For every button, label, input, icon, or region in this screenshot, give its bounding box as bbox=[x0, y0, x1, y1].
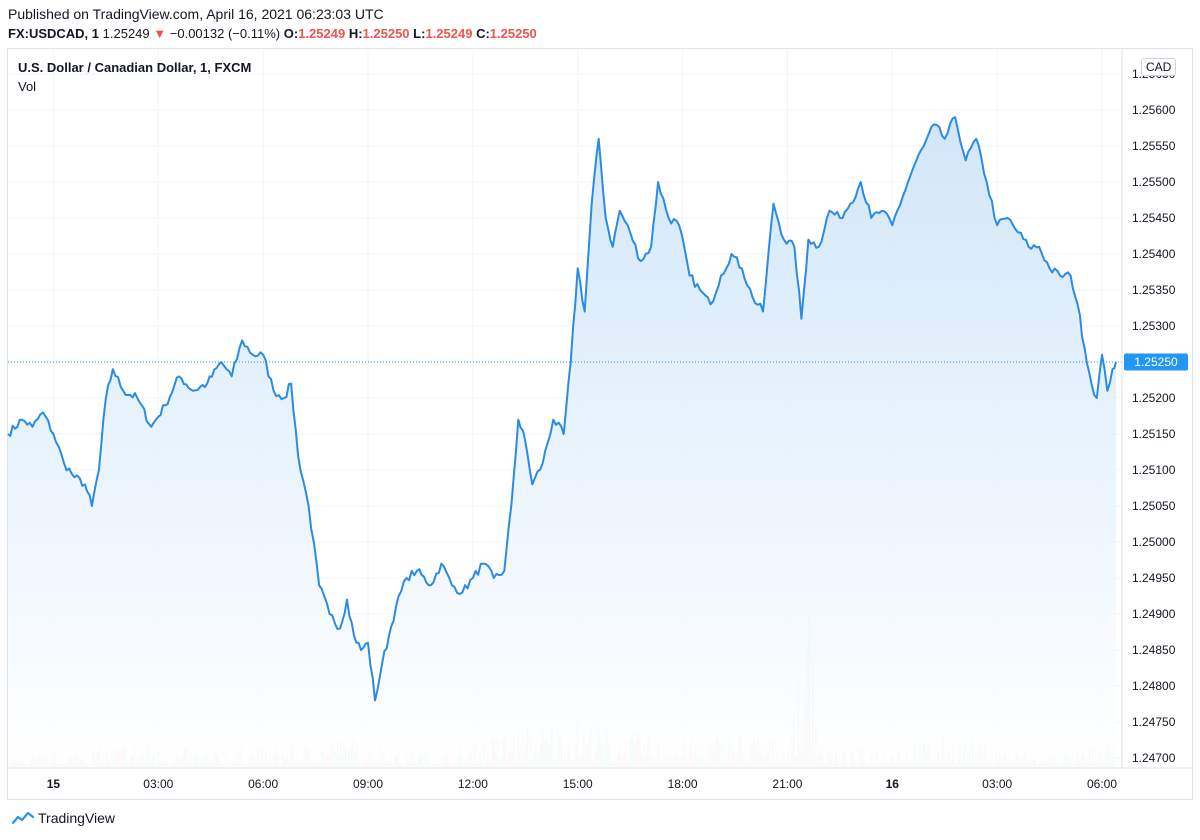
last-price-box bbox=[1124, 353, 1188, 371]
legend-title: U.S. Dollar / Canadian Dollar, 1, FXCM bbox=[18, 60, 252, 75]
published-caption: Published on TradingView.com, April 16, … bbox=[8, 6, 384, 22]
price-tick-label: 1.24950 bbox=[1132, 571, 1176, 585]
chart-legend: U.S. Dollar / Canadian Dollar, 1, FXCM V… bbox=[18, 60, 251, 94]
low-label: L: bbox=[413, 26, 426, 41]
last-price-marker: 1.25250 bbox=[1124, 353, 1188, 371]
price-change: −0.00132 (−0.11%) bbox=[169, 26, 281, 41]
time-tick-label: 16 bbox=[886, 777, 900, 791]
price-tick-label: 1.25100 bbox=[1132, 463, 1176, 477]
time-tick-label: 09:00 bbox=[353, 777, 383, 791]
price-tick-label: 1.25400 bbox=[1132, 247, 1176, 261]
low-value: 1.25249 bbox=[425, 26, 473, 41]
legend-volume: Vol bbox=[18, 79, 37, 94]
time-tick-label: 06:00 bbox=[1087, 777, 1117, 791]
ohlc-summary: FX:USDCAD, 1 1.25249 ▼ −0.00132 (−0.11%)… bbox=[8, 26, 537, 41]
last-price: 1.25249 bbox=[102, 26, 150, 41]
price-tick-label: 1.25050 bbox=[1132, 499, 1176, 513]
price-tick-label: 1.25600 bbox=[1132, 103, 1176, 117]
open-value: 1.25249 bbox=[298, 26, 346, 41]
time-tick-label: 15:00 bbox=[563, 777, 593, 791]
time-tick-label: 18:00 bbox=[668, 777, 698, 791]
price-tick-label: 1.25450 bbox=[1132, 211, 1176, 225]
price-tick-label: 1.24700 bbox=[1132, 751, 1176, 765]
time-tick-label: 15 bbox=[47, 777, 61, 791]
last-price-label: 1.25250 bbox=[1134, 355, 1178, 369]
chart-frame bbox=[7, 48, 1193, 800]
time-tick-label: 06:00 bbox=[248, 777, 278, 791]
price-tick-label: 1.24750 bbox=[1132, 715, 1176, 729]
time-tick-label: 12:00 bbox=[458, 777, 488, 791]
time-axis[interactable]: 15 03:00 06:00 09:00 12:00 15:00 18:00 21:00 16 0… bbox=[47, 777, 1118, 791]
price-tick-label: 1.25550 bbox=[1132, 139, 1176, 153]
tradingview-logo-icon bbox=[12, 811, 34, 825]
price-tick-label: 1.24900 bbox=[1132, 607, 1176, 621]
price-line bbox=[7, 116, 1117, 702]
price-area-fill bbox=[8, 117, 1116, 767]
time-tick-label: 03:00 bbox=[143, 777, 173, 791]
price-tick-label: 1.25500 bbox=[1132, 175, 1176, 189]
symbol-label: FX:USDCAD, 1 bbox=[8, 26, 100, 41]
currency-badge[interactable]: CAD bbox=[1141, 58, 1177, 76]
close-value: 1.25250 bbox=[489, 26, 537, 41]
price-tick-label: 1.24850 bbox=[1132, 643, 1176, 657]
price-tick-label: 1.25000 bbox=[1132, 535, 1176, 549]
down-arrow-icon: ▼ bbox=[153, 26, 167, 41]
close-label: C: bbox=[476, 26, 490, 41]
price-tick-label: 1.25300 bbox=[1132, 319, 1176, 333]
brand-label: TradingView bbox=[38, 810, 116, 826]
price-tick-label: 1.24800 bbox=[1132, 679, 1176, 693]
time-tick-label: 03:00 bbox=[982, 777, 1012, 791]
time-tick-label: 21:00 bbox=[772, 777, 802, 791]
price-axis[interactable]: 1.256501.256001.255501.255001.254501.254… bbox=[1132, 67, 1176, 765]
price-tick-label: 1.25350 bbox=[1132, 283, 1176, 297]
tradingview-brand[interactable]: TradingView bbox=[12, 810, 115, 826]
price-tick-label: 1.25150 bbox=[1132, 427, 1176, 441]
high-label: H: bbox=[348, 26, 363, 41]
price-tick-label: 1.25200 bbox=[1132, 391, 1176, 405]
open-label: O: bbox=[283, 26, 299, 41]
high-value: 1.25250 bbox=[362, 26, 410, 41]
